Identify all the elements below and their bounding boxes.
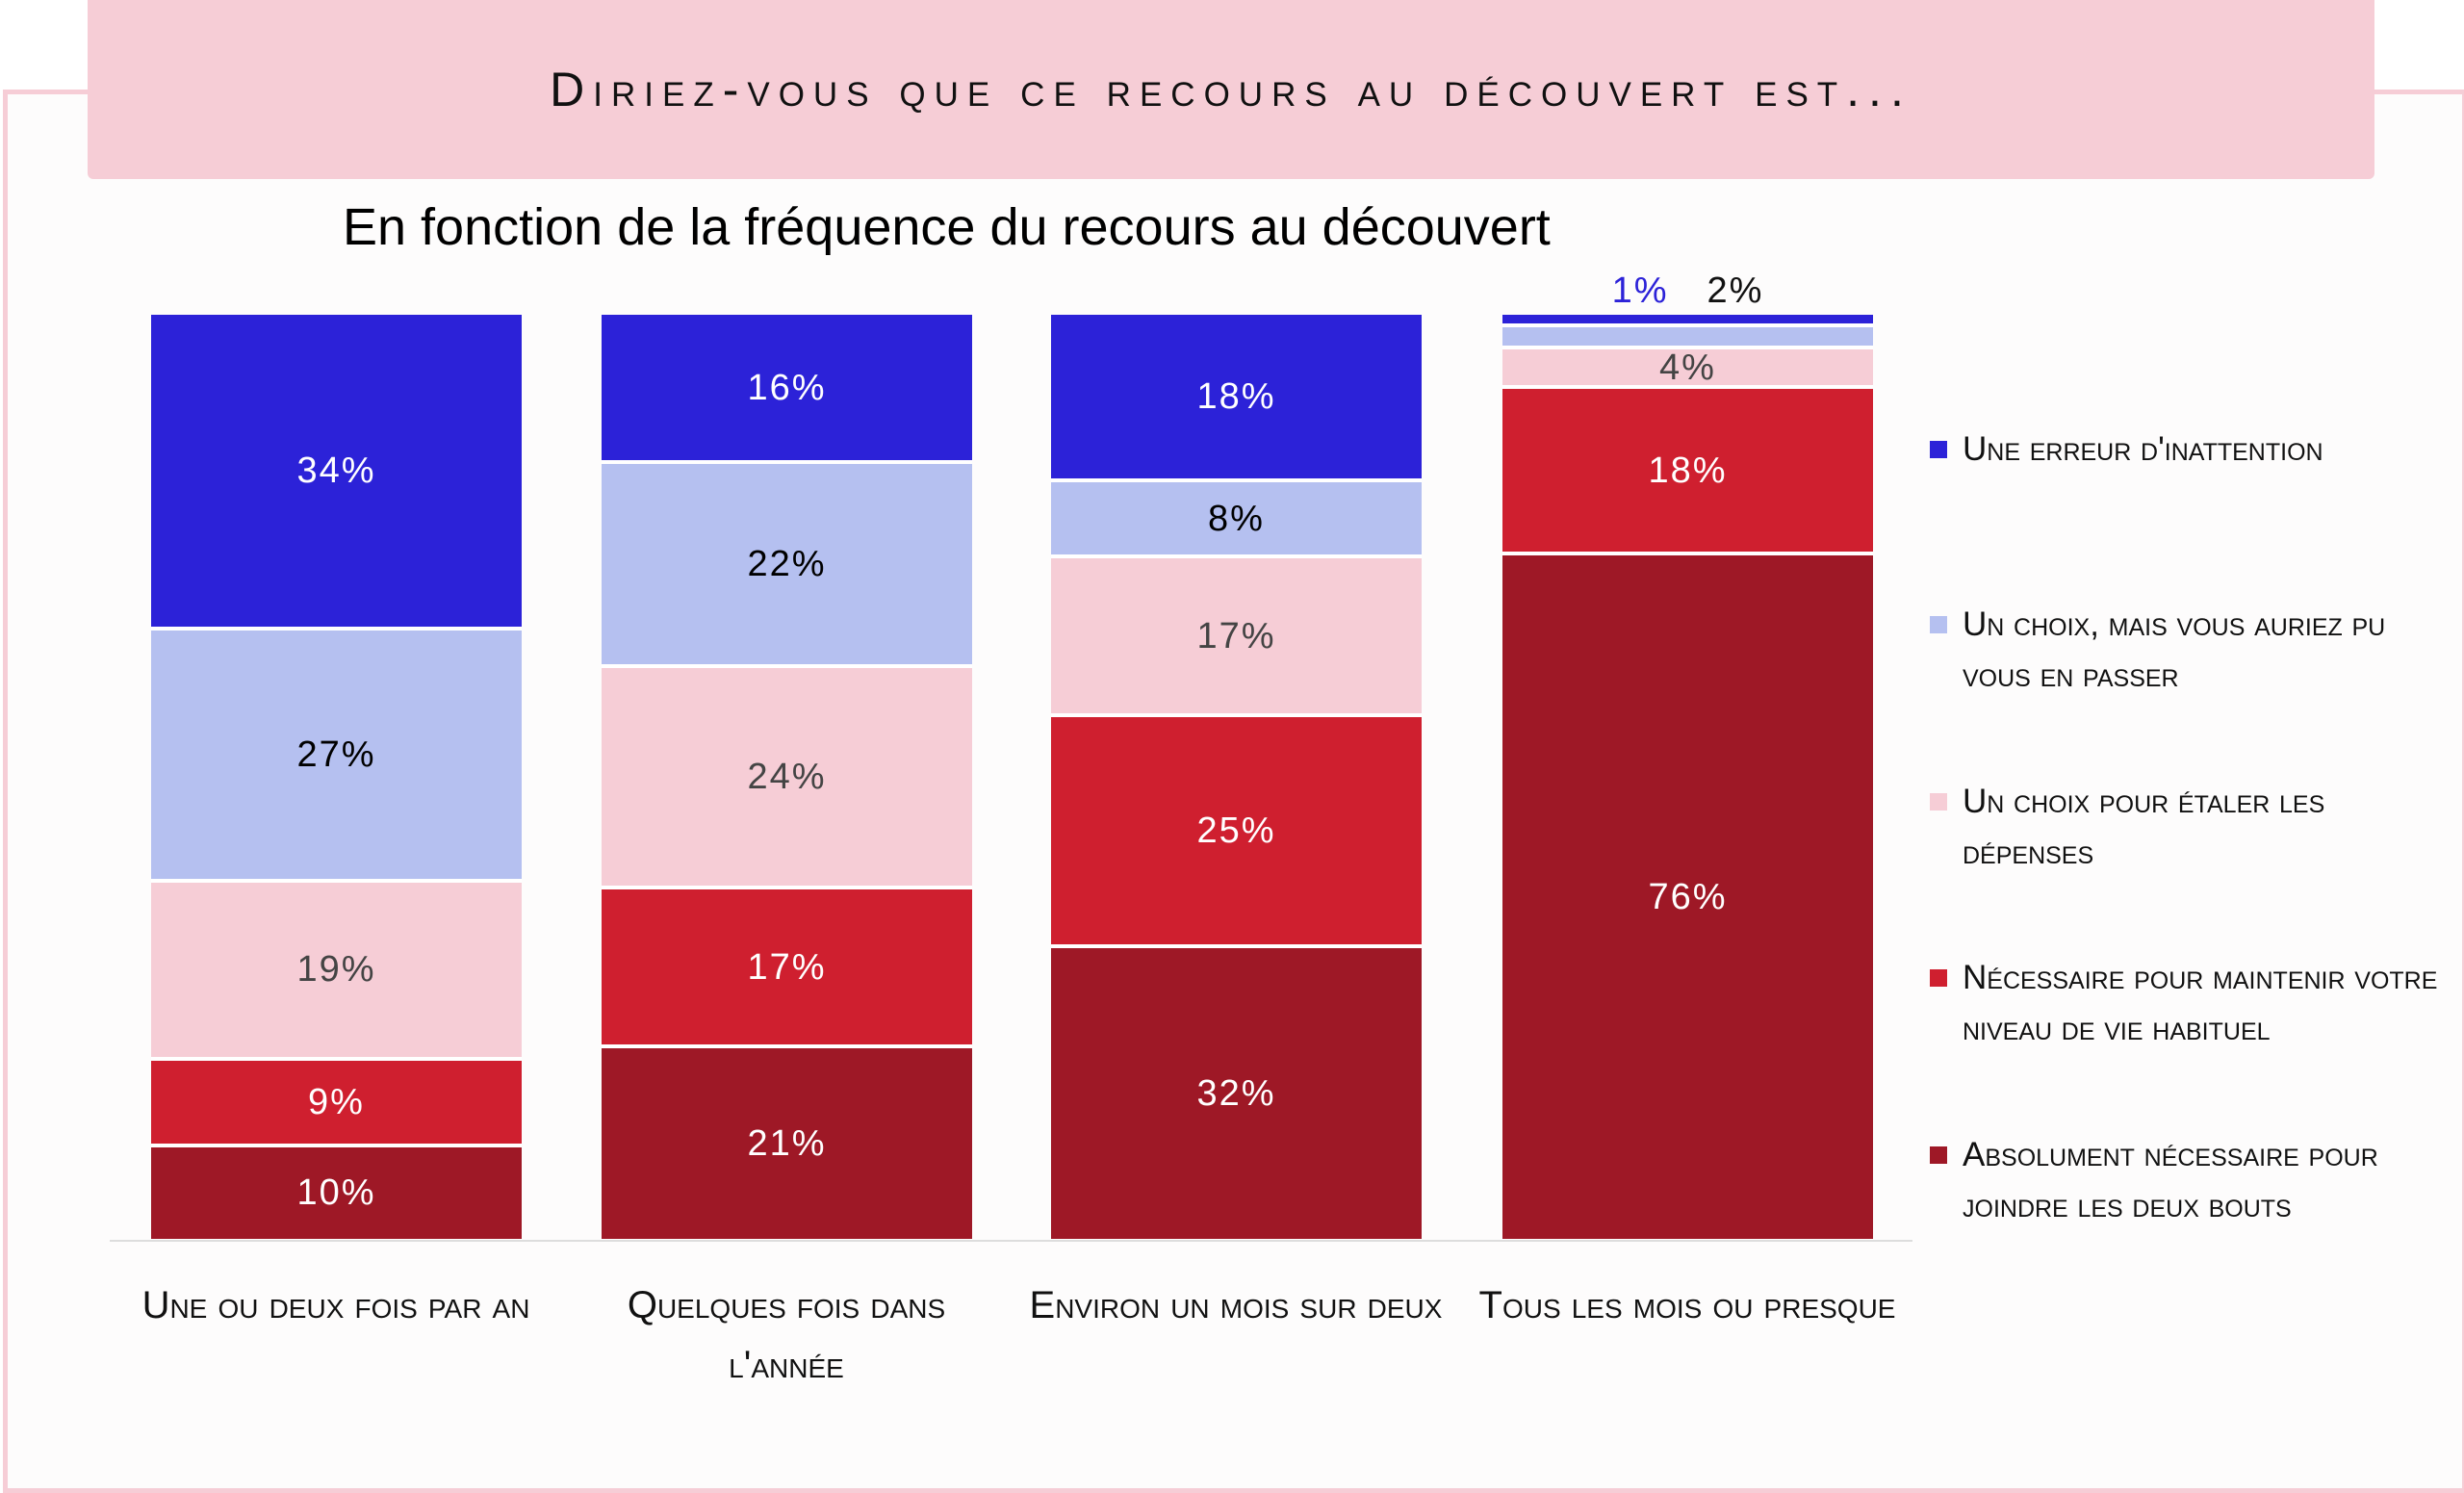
x-tick-label: Environ un mois sur deux: [1029, 1284, 1443, 1326]
bar-segment: 18%: [1051, 315, 1422, 482]
legend-swatch: [1930, 441, 1947, 458]
legend-label: Un choix pour étaler les dépenses: [1963, 783, 2325, 871]
legend-item: Absolument nécessaire pour joindre les d…: [1930, 1129, 2450, 1231]
data-label: 4%: [1659, 347, 1716, 388]
x-tick-label: Quelques fois dans l'année: [627, 1284, 946, 1386]
chart-title: Diriez-vous que ce recours au découvert …: [550, 63, 1912, 116]
legend-item: Nécessaire pour maintenir votre niveau d…: [1930, 952, 2450, 1054]
legend-item: Une erreur d'inattention: [1930, 424, 2450, 475]
bar-segment: [1502, 315, 1873, 328]
data-label: 1%: [1611, 270, 1669, 311]
bar-segment: 10%: [151, 1146, 522, 1239]
data-label: 34%: [296, 450, 376, 492]
bar-segment: 4%: [1502, 347, 1873, 390]
data-label: 25%: [1196, 810, 1276, 851]
data-label: 8%: [1208, 498, 1265, 539]
data-label: 18%: [1648, 450, 1728, 491]
bar-segment: 17%: [602, 889, 972, 1048]
data-label: 27%: [296, 734, 376, 775]
bar-stack: 18% 8% 17% 25% 32%: [1051, 315, 1422, 1239]
data-label: 24%: [747, 757, 827, 798]
legend-swatch: [1930, 616, 1947, 633]
data-label: 18%: [1196, 375, 1276, 417]
legend-label: Nécessaire pour maintenir votre niveau d…: [1963, 959, 2438, 1047]
data-label: 21%: [747, 1122, 827, 1164]
data-label: 76%: [1648, 876, 1728, 917]
legend-item: Un choix pour étaler les dépenses: [1930, 776, 2450, 878]
bar-segment: 22%: [602, 464, 972, 668]
data-label: 16%: [747, 367, 827, 408]
small-value-labels: 1% 2%: [1502, 271, 1873, 310]
legend-label: Une erreur d'inattention: [1963, 430, 2323, 468]
data-label: 2%: [1707, 270, 1764, 311]
data-label: 19%: [296, 949, 376, 991]
bar-segment: 21%: [602, 1047, 972, 1240]
data-label: 32%: [1196, 1072, 1276, 1114]
bar-segment: 34%: [151, 315, 522, 631]
x-tick-label: Une ou deux fois par an: [141, 1284, 530, 1326]
data-label: 22%: [747, 543, 827, 584]
bar-segment: 8%: [1051, 481, 1422, 559]
bar-segment: 16%: [602, 315, 972, 465]
bar-segment: 25%: [1051, 716, 1422, 948]
legend-swatch: [1930, 969, 1947, 987]
bar-stack: 34% 27% 19% 9% 10%: [151, 315, 522, 1239]
legend-label: Un choix, mais vous auriez pu vous en pa…: [1963, 605, 2386, 694]
bar-segment: 17%: [1051, 558, 1422, 717]
legend-swatch: [1930, 793, 1947, 811]
bar-stack: 16% 22% 24% 17% 21%: [602, 315, 972, 1240]
bar-segment: 9%: [151, 1060, 522, 1147]
legend-label: Absolument nécessaire pour joindre les d…: [1963, 1136, 2378, 1224]
bar-segment: [1502, 327, 1873, 350]
data-label: 9%: [308, 1081, 365, 1122]
bar-segment: 19%: [151, 882, 522, 1061]
x-tick-label: Tous les mois ou presque: [1478, 1284, 1896, 1326]
data-label: 10%: [296, 1172, 376, 1214]
chart-subtitle: En fonction de la fréquence du recours a…: [343, 198, 1551, 256]
data-label: 17%: [747, 946, 827, 988]
x-axis-line: [110, 1240, 1912, 1242]
legend-item: Un choix, mais vous auriez pu vous en pa…: [1930, 599, 2450, 701]
bar-segment: 32%: [1051, 947, 1422, 1239]
legend-swatch: [1930, 1146, 1947, 1164]
header-banner: Diriez-vous que ce recours au découvert …: [88, 0, 2374, 179]
bar-segment: 24%: [602, 667, 972, 890]
bar-stack: 4% 18% 76%: [1502, 315, 1873, 1239]
bar-segment: 27%: [151, 631, 522, 883]
bar-segment: 76%: [1502, 554, 1873, 1239]
data-label: 17%: [1196, 615, 1276, 656]
bar-segment: 18%: [1502, 389, 1873, 555]
